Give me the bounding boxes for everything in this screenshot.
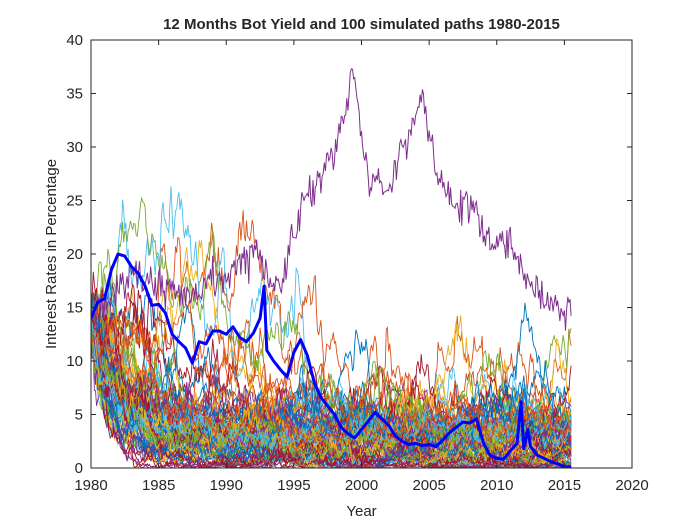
y-tick-label: 20: [66, 246, 83, 263]
simulated-path-line: [91, 291, 572, 464]
x-tick-label: 2020: [615, 477, 648, 494]
x-tick-label: 1995: [277, 477, 310, 494]
simulated-path-line: [91, 68, 572, 331]
simulated-path-line: [91, 318, 572, 443]
x-axis: 1980 1985 1990 1995 2000 2005 2010 2015 2020: [74, 40, 649, 494]
y-tick-label: 30: [66, 139, 83, 156]
y-tick-label: 25: [66, 193, 83, 210]
x-tick-label: 2010: [480, 477, 513, 494]
y-axis-label: Interest Rates in Percentage: [43, 159, 60, 349]
y-tick-label: 5: [75, 407, 83, 424]
x-tick-label: 2000: [345, 477, 378, 494]
simulated-path-line: [91, 309, 572, 454]
x-axis-label: Year: [346, 503, 376, 520]
x-tick-label: 2005: [412, 477, 445, 494]
simulated-path-line: [91, 318, 572, 445]
x-tick-label: 1985: [142, 477, 175, 494]
observed-yield-line: [91, 252, 572, 468]
y-tick-label: 35: [66, 86, 83, 103]
x-tick-label: 1980: [74, 477, 107, 494]
simulated-path-line: [91, 293, 572, 464]
simulated-path-line: [91, 318, 572, 466]
observed-yield-group: [91, 252, 572, 468]
x-tick-label: 1990: [210, 477, 243, 494]
simulated-path-line: [91, 318, 572, 463]
simulated-path-line: [91, 318, 572, 468]
chart-title: 12 Months Bot Yield and 100 simulated pa…: [163, 16, 560, 33]
y-tick-label: 0: [75, 460, 83, 477]
y-tick-label: 10: [66, 353, 83, 370]
y-tick-label: 40: [66, 32, 83, 49]
y-tick-label: 15: [66, 300, 83, 317]
x-tick-label: 2015: [548, 477, 581, 494]
y-axis: 0 5 10 15 20 25 30 35 40: [66, 32, 632, 477]
simulated-path-line: [91, 318, 572, 468]
